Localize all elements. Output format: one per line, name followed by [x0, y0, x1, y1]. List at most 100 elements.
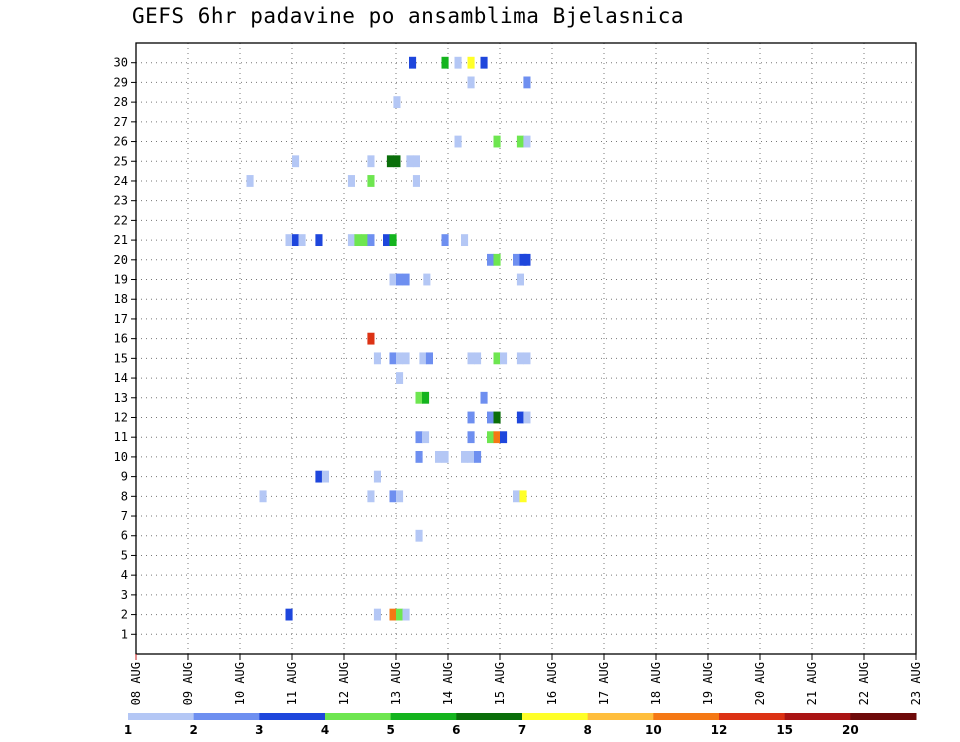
color-scale-swatch [259, 713, 326, 720]
heatmap-cell [523, 76, 531, 89]
plot-border [135, 42, 917, 655]
heatmap-cell [467, 411, 475, 424]
y-tick-label: 22 [114, 213, 128, 227]
heatmap-cell [396, 608, 404, 621]
color-scale-swatch [587, 713, 654, 720]
heatmap-cell [389, 490, 397, 503]
x-tick-label: 16 AUG [545, 662, 559, 705]
x-tick-label: 18 AUG [649, 662, 663, 705]
heatmap-cell [393, 96, 401, 109]
heatmap-cell [389, 273, 397, 286]
y-tick-label: 5 [121, 548, 128, 562]
x-tick-label: 19 AUG [701, 662, 715, 705]
heatmap-cell [389, 608, 397, 621]
heatmap-cell [415, 391, 423, 404]
x-tick-label: 23 AUG [909, 662, 923, 705]
heatmap-cell [373, 470, 381, 483]
heatmap-cell [367, 234, 375, 247]
heatmap-cell [367, 490, 375, 503]
color-scale-label: 12 [711, 723, 728, 737]
y-axis: 1234567891011121314151617181920212223242… [114, 56, 136, 641]
y-tick-label: 17 [114, 312, 128, 326]
color-scale-label: 5 [386, 723, 394, 737]
heatmap-cell [461, 450, 469, 463]
heatmap-cell [386, 155, 394, 168]
heatmap-cell [441, 56, 449, 69]
heatmap-cell [389, 234, 397, 247]
heatmap-cell [402, 352, 410, 365]
color-scale-swatch [456, 713, 523, 720]
heatmap-cell [461, 234, 469, 247]
color-scale-swatch [128, 713, 195, 720]
heatmap-cell [516, 273, 524, 286]
y-tick-label: 18 [114, 292, 128, 306]
x-tick-label: 22 AUG [857, 662, 871, 705]
color-scale-swatch [784, 713, 851, 720]
y-tick-label: 7 [121, 509, 128, 523]
heatmap-cell [493, 352, 501, 365]
color-scale-label: 6 [452, 723, 460, 737]
x-tick-label: 20 AUG [753, 662, 767, 705]
y-tick-label: 16 [114, 332, 128, 346]
color-scale-swatch [325, 713, 392, 720]
heatmap-cell [406, 155, 414, 168]
color-scale-label: 8 [583, 723, 591, 737]
y-tick-label: 25 [114, 154, 128, 168]
heatmap-cell [487, 253, 495, 266]
heatmap-cell [474, 352, 482, 365]
heatmap-cell [516, 411, 524, 424]
heatmap-cell [383, 234, 391, 247]
y-tick-label: 23 [114, 194, 128, 208]
heatmap-cell [423, 273, 431, 286]
heatmap-cell [285, 234, 293, 247]
heatmap-cell [389, 352, 397, 365]
heatmap-cell [259, 490, 267, 503]
y-tick-label: 3 [121, 588, 128, 602]
heatmap-cell [402, 273, 410, 286]
color-scale-swatch [522, 713, 589, 720]
heatmap-cell [493, 431, 501, 444]
y-tick-label: 2 [121, 608, 128, 622]
heatmap-cell [422, 391, 430, 404]
color-scale-label: 20 [842, 723, 859, 737]
heatmap-cell [519, 490, 527, 503]
color-scale-label: 15 [776, 723, 793, 737]
heatmap-cell [454, 56, 462, 69]
heatmap-cell [354, 234, 362, 247]
heatmap-cell [396, 372, 404, 384]
heatmap-cell [500, 431, 508, 444]
x-tick-label: 09 AUG [181, 662, 195, 705]
y-tick-label: 12 [114, 410, 128, 424]
heatmap-cell [367, 332, 375, 345]
heatmap-cell [487, 411, 495, 424]
heatmap-cell [412, 175, 420, 187]
heatmap-cell [493, 411, 501, 424]
heatmap-cell [373, 352, 381, 365]
y-tick-label: 10 [114, 450, 128, 464]
data-cells [246, 56, 531, 621]
y-tick-label: 21 [114, 233, 128, 247]
heatmap-cell [519, 253, 527, 266]
heatmap-cell [292, 155, 300, 168]
y-tick-label: 13 [114, 391, 128, 405]
heatmap-cell [467, 76, 475, 89]
color-scale-swatch [719, 713, 786, 720]
heatmap-cell [487, 431, 495, 444]
heatmap-cell [367, 175, 375, 187]
heatmap-cell [516, 352, 524, 365]
heatmap-cell [493, 253, 501, 266]
y-tick-label: 4 [121, 568, 128, 582]
heatmap-cell [415, 450, 423, 463]
heatmap-cell [393, 155, 401, 168]
heatmap-cell [396, 273, 404, 286]
heatmap-cell [315, 470, 323, 483]
heatmap-cell [396, 352, 404, 365]
heatmap-cell [513, 253, 521, 266]
color-scale-swatch [193, 713, 260, 720]
heatmap-cell [480, 391, 488, 404]
heatmap-cell [467, 450, 475, 463]
heatmap-cell [467, 352, 475, 365]
x-tick-label: 08 AUG [129, 662, 143, 705]
heatmap-cell [441, 450, 449, 463]
